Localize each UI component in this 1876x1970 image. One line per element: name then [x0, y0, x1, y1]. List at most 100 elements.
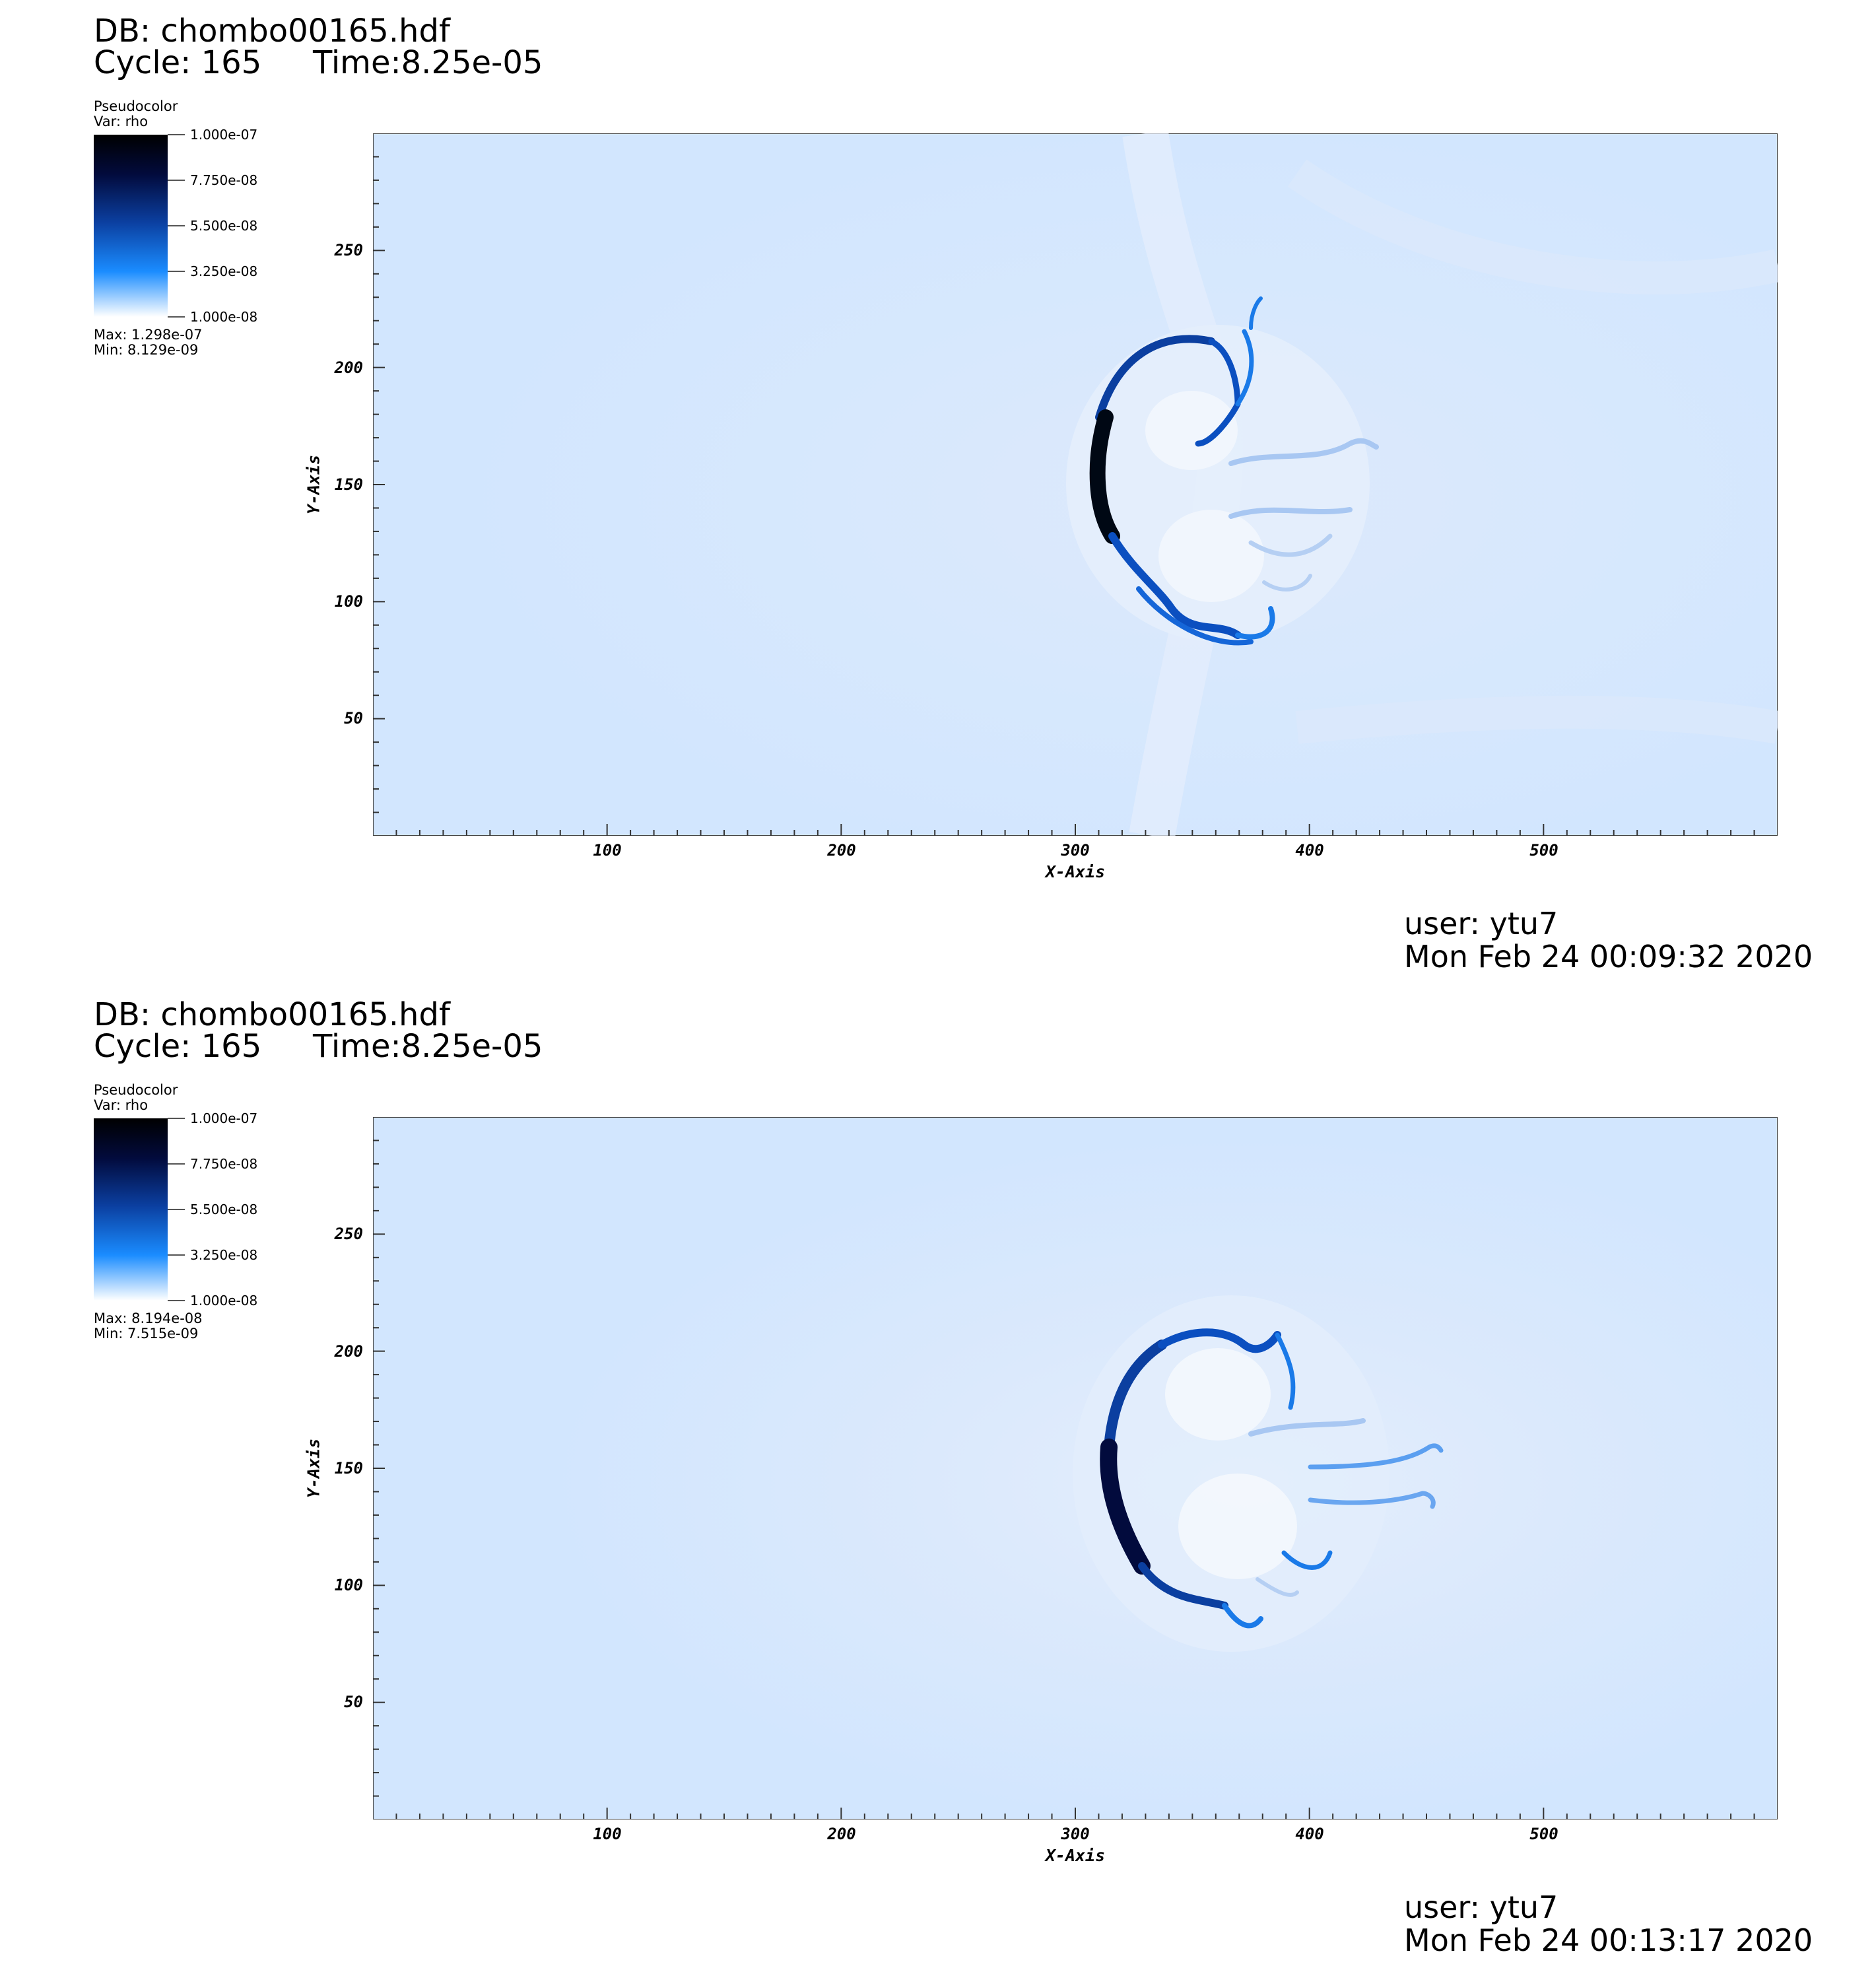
- plot-panel-1: DB: chombo00165.hdf Cycle: 165 Time:8.25…: [94, 13, 1813, 974]
- y-tick-label: 150: [334, 475, 363, 494]
- legend-var: Var: rho: [94, 1097, 149, 1113]
- y-tick-label: 100: [334, 1576, 363, 1594]
- x-tick-label: 200: [827, 1825, 856, 1843]
- y-tick-label: 200: [334, 1342, 363, 1361]
- finger: [1275, 1332, 1296, 1410]
- colorbar-tick: [168, 225, 185, 226]
- y-tick-label: 200: [334, 358, 363, 377]
- vortex: [1178, 1474, 1297, 1579]
- colorbar-tick: [168, 1300, 185, 1301]
- colorbar-label: 1.000e-07: [190, 127, 258, 143]
- vortex: [1145, 391, 1238, 470]
- y-tick-label: 50: [344, 709, 363, 728]
- colorbar-tick: [168, 1118, 185, 1119]
- colorbar-tick: [168, 1163, 185, 1165]
- y-tick-label: 250: [334, 241, 363, 259]
- lower-curl: [1222, 1603, 1263, 1629]
- y-axis-title: Y-Axis: [304, 454, 323, 515]
- cycle-text: Cycle: 165: [94, 1028, 262, 1065]
- db-title: DB: chombo00165.hdf: [94, 996, 450, 1033]
- cycle-label: Cycle: 165 Time:8.25e-05: [94, 44, 543, 81]
- date-label: Mon Feb 24 00:09:32 2020: [1404, 939, 1813, 974]
- legend-plot-type: Pseudocolor: [94, 1082, 178, 1098]
- tail: [1228, 438, 1379, 466]
- colorbar-tick: [168, 180, 185, 181]
- colorbar-label: 1.000e-07: [190, 1110, 258, 1126]
- cloud-interior: [1073, 1295, 1390, 1652]
- density-field: [373, 1117, 1778, 1819]
- lower-curl: [1235, 606, 1275, 640]
- colorbar-tick: [168, 1254, 185, 1256]
- y-axis-title: Y-Axis: [304, 1438, 323, 1499]
- colorbar-label: 5.500e-08: [190, 218, 258, 234]
- colorbar-label: 1.000e-08: [190, 1293, 258, 1308]
- dense-front-core: [1089, 409, 1120, 544]
- tail: [1256, 1577, 1299, 1597]
- tail: [1228, 507, 1353, 519]
- colorbar-tick: [168, 134, 185, 135]
- dense-front-lower: [1138, 1562, 1228, 1610]
- shock-wake-lower: [1295, 695, 1778, 744]
- legend-max: Max: 1.298e-07: [94, 327, 203, 343]
- legend-plot-type: Pseudocolor: [94, 98, 178, 114]
- legend-var: Var: rho: [94, 114, 149, 129]
- user-label: user: ytu7: [1404, 906, 1558, 941]
- colorbar: [94, 1118, 168, 1301]
- vortex: [1158, 510, 1264, 602]
- colorbar-label: 7.750e-08: [190, 172, 258, 188]
- plot-panel-2: DB: chombo00165.hdf Cycle: 165 Time:8.25…: [0, 984, 1876, 1969]
- dense-front-upper: [1104, 1340, 1167, 1452]
- colorbar-tick: [168, 316, 185, 318]
- x-axis-title: X-Axis: [1045, 862, 1106, 881]
- dense-front-upper: [1095, 335, 1215, 421]
- x-axis-title: X-Axis: [1045, 1846, 1106, 1865]
- y-tick-label: 100: [334, 592, 363, 611]
- x-tick-label: 300: [1061, 841, 1090, 860]
- vortex: [1165, 1348, 1271, 1441]
- lower-arc: [1136, 586, 1254, 646]
- date-label: Mon Feb 24 00:13:17 2020: [1404, 1922, 1813, 1958]
- colorbar: [94, 135, 168, 317]
- finger: [1235, 329, 1254, 407]
- tail: [1248, 1418, 1366, 1437]
- finger: [1249, 296, 1263, 330]
- shock-wake-upper: [1287, 159, 1778, 294]
- x-tick-label: 100: [593, 1825, 622, 1843]
- cycle-label: Cycle: 165 Time:8.25e-05: [94, 1028, 543, 1065]
- tail: [1262, 574, 1312, 592]
- colorbar-label: 1.000e-08: [190, 309, 258, 325]
- x-tick-label: 400: [1295, 1825, 1324, 1843]
- time-label: Time:8.25e-05: [313, 44, 543, 81]
- finger: [1281, 1550, 1333, 1570]
- colorbar-tick: [168, 1209, 185, 1210]
- y-tick-label: 150: [334, 1459, 363, 1478]
- tail: [1248, 533, 1333, 557]
- legend-min: Min: 7.515e-09: [94, 1326, 199, 1342]
- time-label: Time:8.25e-05: [313, 1028, 543, 1065]
- tail: [1308, 1491, 1436, 1509]
- legend-max: Max: 8.194e-08: [94, 1310, 203, 1326]
- x-tick-label: 200: [827, 841, 856, 860]
- colorbar-label: 3.250e-08: [190, 1247, 258, 1263]
- db-title: DB: chombo00165.hdf: [94, 13, 450, 50]
- cycle-text: Cycle: 165: [94, 44, 262, 81]
- colorbar-tick: [168, 271, 185, 272]
- dense-front-lower: [1108, 532, 1242, 639]
- y-tick-label: 250: [334, 1225, 363, 1243]
- colorbar-label: 3.250e-08: [190, 263, 258, 279]
- x-tick-label: 100: [593, 841, 622, 860]
- x-tick-label: 500: [1529, 1825, 1558, 1843]
- x-tick-label: 500: [1529, 841, 1558, 860]
- y-tick-label: 50: [344, 1693, 363, 1711]
- cloud-interior: [1066, 325, 1370, 642]
- upper-arc: [1158, 1328, 1281, 1353]
- colorbar-label: 7.750e-08: [190, 1156, 258, 1172]
- x-tick-label: 300: [1061, 1825, 1090, 1843]
- user-label: user: ytu7: [1404, 1889, 1558, 1925]
- legend-min: Min: 8.129e-09: [94, 342, 199, 358]
- colorbar-label: 5.500e-08: [190, 1202, 258, 1217]
- dense-front-core: [1100, 1439, 1151, 1575]
- tail: [1308, 1443, 1444, 1470]
- x-tick-label: 400: [1295, 841, 1324, 860]
- density-field: [373, 133, 1778, 836]
